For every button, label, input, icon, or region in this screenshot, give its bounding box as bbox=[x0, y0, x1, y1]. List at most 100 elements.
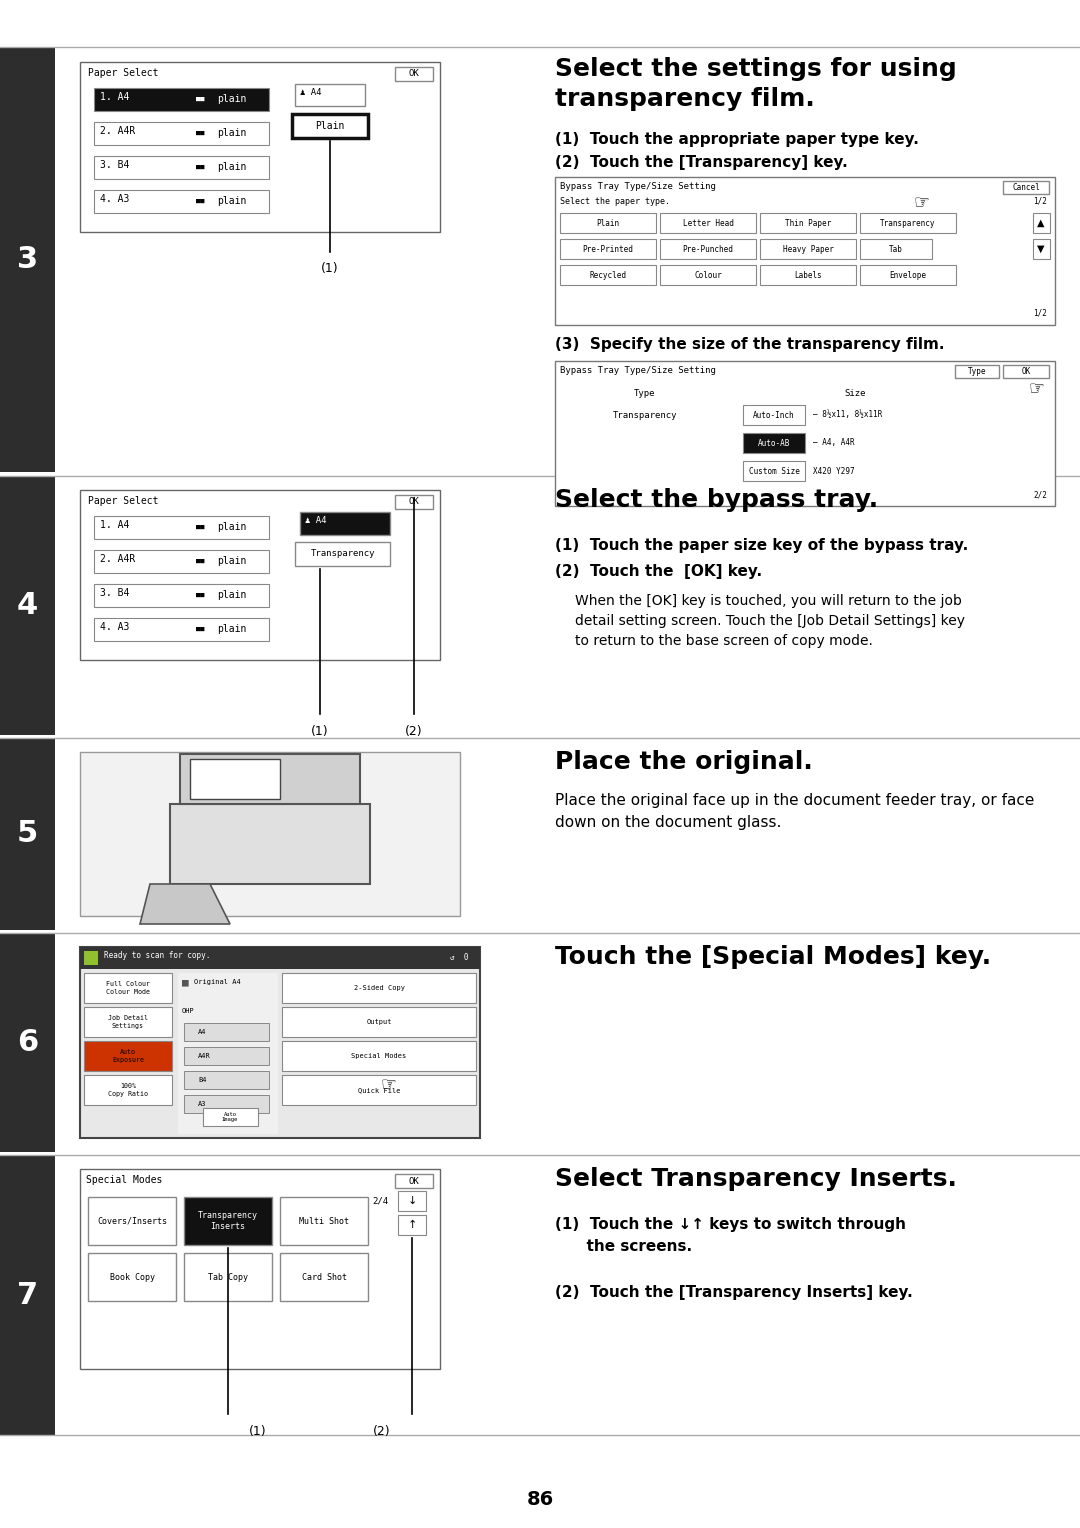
Text: Cancel: Cancel bbox=[1012, 182, 1040, 191]
Text: ■■: ■■ bbox=[195, 96, 204, 102]
Bar bbox=[170, 804, 370, 885]
Text: ▼: ▼ bbox=[1037, 244, 1044, 254]
Text: A4R: A4R bbox=[198, 1053, 211, 1059]
Text: ☞: ☞ bbox=[1029, 379, 1045, 397]
Bar bbox=[0, 934, 55, 1152]
Bar bbox=[760, 238, 856, 260]
Text: Pre-Punched: Pre-Punched bbox=[683, 244, 733, 254]
Bar bbox=[184, 1024, 269, 1041]
Bar bbox=[80, 1169, 440, 1369]
Text: 2. A4R: 2. A4R bbox=[100, 125, 135, 136]
Text: plain: plain bbox=[217, 95, 246, 104]
Text: Type: Type bbox=[634, 390, 656, 397]
Text: Plain: Plain bbox=[596, 219, 620, 228]
Text: B4: B4 bbox=[198, 1077, 206, 1083]
Bar bbox=[94, 550, 269, 573]
Bar bbox=[860, 238, 932, 260]
Text: Labels: Labels bbox=[794, 270, 822, 280]
Text: 86: 86 bbox=[526, 1490, 554, 1510]
Bar bbox=[94, 122, 269, 145]
Bar bbox=[84, 1007, 172, 1038]
Bar bbox=[192, 761, 278, 798]
Text: Paper Select: Paper Select bbox=[87, 497, 159, 506]
Text: — A4, A4R: — A4, A4R bbox=[813, 439, 854, 448]
Text: plain: plain bbox=[217, 590, 246, 601]
Text: Touch the [Special Modes] key.: Touch the [Special Modes] key. bbox=[555, 944, 991, 969]
Text: plain: plain bbox=[217, 523, 246, 532]
Text: Pre-Printed: Pre-Printed bbox=[582, 244, 634, 254]
Text: 2/4: 2/4 bbox=[372, 1196, 388, 1206]
Text: ♟ A4: ♟ A4 bbox=[305, 516, 326, 526]
Bar bbox=[555, 361, 1055, 506]
Text: ↑: ↑ bbox=[407, 1219, 417, 1230]
Bar bbox=[87, 1196, 176, 1245]
Text: (2)  Touch the [Transparency] key.: (2) Touch the [Transparency] key. bbox=[555, 154, 848, 170]
Bar bbox=[860, 212, 956, 232]
Text: ↺  0: ↺ 0 bbox=[450, 953, 469, 963]
Text: Place the original.: Place the original. bbox=[555, 750, 813, 775]
Bar bbox=[395, 1174, 433, 1187]
Text: Paper Select: Paper Select bbox=[87, 69, 159, 78]
Text: Bypass Tray Type/Size Setting: Bypass Tray Type/Size Setting bbox=[561, 367, 716, 374]
Bar bbox=[203, 1108, 258, 1126]
Text: Bypass Tray Type/Size Setting: Bypass Tray Type/Size Setting bbox=[561, 182, 716, 191]
Text: 1/2: 1/2 bbox=[1034, 197, 1047, 206]
Bar bbox=[561, 212, 656, 232]
Bar bbox=[184, 1196, 272, 1245]
Bar bbox=[282, 1041, 476, 1071]
Text: ■■: ■■ bbox=[195, 524, 204, 530]
Text: 1. A4: 1. A4 bbox=[100, 92, 130, 102]
Text: Select Transparency Inserts.: Select Transparency Inserts. bbox=[555, 1167, 957, 1190]
Text: Place the original face up in the document feeder tray, or face
down on the docu: Place the original face up in the docume… bbox=[555, 793, 1035, 830]
Text: Covers/Inserts: Covers/Inserts bbox=[97, 1216, 167, 1225]
Text: Book Copy: Book Copy bbox=[109, 1273, 154, 1282]
Text: (2)  Touch the [Transparency Inserts] key.: (2) Touch the [Transparency Inserts] key… bbox=[555, 1285, 913, 1300]
Bar bbox=[282, 1076, 476, 1105]
Text: (3)  Specify the size of the transparency film.: (3) Specify the size of the transparency… bbox=[555, 338, 945, 351]
Text: (1)  Touch the paper size key of the bypass tray.: (1) Touch the paper size key of the bypa… bbox=[555, 538, 969, 553]
Bar bbox=[190, 759, 280, 799]
Text: Select the settings for using
transparency film.: Select the settings for using transparen… bbox=[555, 57, 957, 110]
Bar bbox=[280, 1253, 368, 1300]
Text: Auto
Exposure: Auto Exposure bbox=[112, 1050, 144, 1062]
Text: 3. B4: 3. B4 bbox=[100, 160, 130, 170]
Bar bbox=[80, 752, 460, 915]
Bar bbox=[87, 1253, 176, 1300]
Bar bbox=[180, 753, 360, 804]
Text: 2. A4R: 2. A4R bbox=[100, 555, 135, 564]
Bar bbox=[0, 1155, 55, 1435]
Bar bbox=[80, 490, 440, 660]
Text: plain: plain bbox=[217, 556, 246, 565]
Text: ▲: ▲ bbox=[1037, 219, 1044, 228]
Bar bbox=[178, 973, 278, 1134]
Bar bbox=[292, 115, 368, 138]
Text: ☞: ☞ bbox=[914, 193, 930, 211]
Text: When the [OK] key is touched, you will return to the job
detail setting screen. : When the [OK] key is touched, you will r… bbox=[575, 594, 966, 648]
Text: Type: Type bbox=[968, 367, 986, 376]
Bar bbox=[1003, 180, 1049, 194]
Text: ■■: ■■ bbox=[195, 558, 204, 564]
Bar bbox=[184, 1071, 269, 1089]
Bar bbox=[660, 212, 756, 232]
Text: Card Shot: Card Shot bbox=[301, 1273, 347, 1282]
Text: ↓: ↓ bbox=[407, 1196, 417, 1206]
Bar bbox=[184, 1047, 269, 1065]
Text: plain: plain bbox=[217, 128, 246, 138]
Bar bbox=[80, 63, 440, 232]
Text: Quick File: Quick File bbox=[357, 1086, 401, 1093]
Text: Auto
Image: Auto Image bbox=[221, 1111, 238, 1123]
Text: Plain: Plain bbox=[315, 121, 345, 131]
Bar bbox=[743, 432, 805, 452]
Text: Recycled: Recycled bbox=[590, 270, 626, 280]
Text: plain: plain bbox=[217, 162, 246, 173]
Text: A3: A3 bbox=[198, 1102, 206, 1106]
Text: Custom Size: Custom Size bbox=[748, 466, 799, 475]
Text: OK: OK bbox=[408, 1177, 419, 1186]
Bar bbox=[94, 156, 269, 179]
Bar bbox=[94, 89, 269, 112]
Text: Transparency: Transparency bbox=[880, 219, 935, 228]
Bar bbox=[80, 947, 480, 1138]
Text: 4. A3: 4. A3 bbox=[100, 194, 130, 205]
Text: A4: A4 bbox=[198, 1028, 206, 1034]
Bar bbox=[0, 738, 55, 931]
